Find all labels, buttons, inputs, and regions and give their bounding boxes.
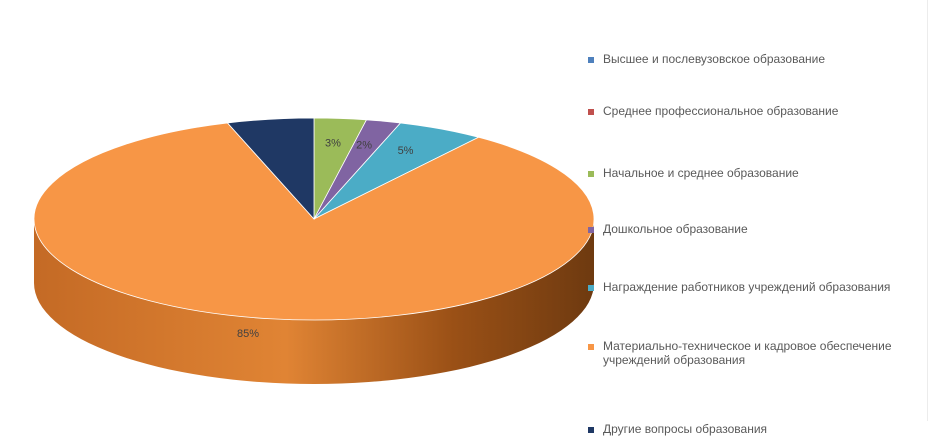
legend-label: Среднее профессиональное образование [603, 104, 839, 118]
legend-swatch [588, 344, 594, 350]
legend-swatch [588, 227, 594, 233]
legend-item-6: Материально-техническое и кадровое обесп… [588, 339, 913, 367]
legend-swatch [588, 285, 594, 291]
slice-начальное-и-среднее-образование-label: 3% [325, 138, 341, 150]
legend-label: Высшее и послевузовское образование [603, 52, 825, 66]
legend-label: Награждение работников учреждений образо… [603, 280, 891, 294]
legend-item-4: Дошкольное образование [588, 222, 913, 236]
legend-swatch [588, 109, 594, 115]
legend-item-1: Высшее и послевузовское образование [588, 52, 913, 66]
legend-label: Материально-техническое и кадровое обесп… [603, 339, 892, 367]
legend-label: Другие вопросы образования [603, 422, 768, 436]
slice-другие-вопросы-образования [226, 117, 315, 221]
slice-награждение-работников-учреждений-образования-label: 5% [398, 145, 414, 157]
legend-swatch [588, 427, 594, 433]
slice-материально-техническое-и-кадровое-обеспечение-учреждений-образования-label: 85% [237, 328, 259, 340]
pie-chart: 3% 2% 5% 85% [33, 0, 928, 421]
pie-side-wall [34, 219, 594, 384]
legend-item-5: Награждение работников учреждений образо… [588, 280, 913, 294]
legend-label: Дошкольное образование [603, 222, 748, 236]
legend-swatch [588, 57, 594, 63]
legend-item-7: Другие вопросы образования [588, 422, 913, 436]
slice-материально-техническое-и-кадровое-обеспечение-учреждений-образования [33, 122, 595, 321]
slice-дошкольное-образование-label: 2% [356, 140, 372, 152]
legend-swatch [588, 171, 594, 177]
pie-data-labels: 3% 2% 5% 85% [237, 138, 414, 340]
legend-label: Начальное и среднее образование [603, 166, 799, 180]
slice-материально-техническое-и-кадровое-обеспечение-учреждений-образования-side [34, 219, 594, 384]
pie-top-face [33, 117, 595, 321]
legend-item-2: Среднее профессиональное образование [588, 104, 913, 118]
legend-item-3: Начальное и среднее образование [588, 166, 913, 180]
